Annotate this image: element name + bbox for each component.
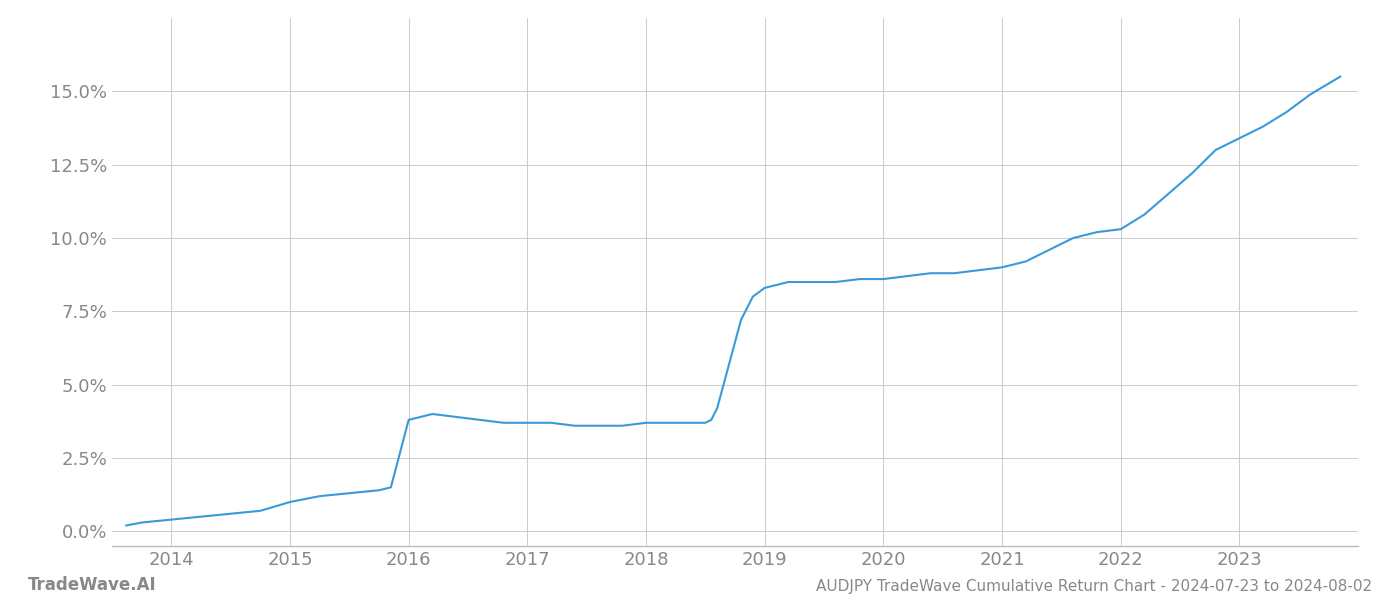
Text: AUDJPY TradeWave Cumulative Return Chart - 2024-07-23 to 2024-08-02: AUDJPY TradeWave Cumulative Return Chart… [816, 579, 1372, 594]
Text: TradeWave.AI: TradeWave.AI [28, 576, 157, 594]
